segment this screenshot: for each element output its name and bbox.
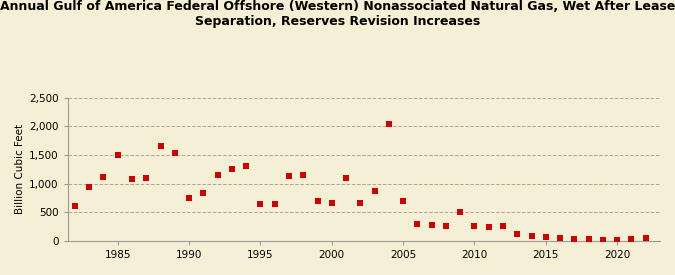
Point [155, 144, 166, 149]
Point [641, 236, 651, 240]
Point [198, 191, 209, 195]
Point [369, 189, 380, 193]
Point [455, 210, 466, 214]
Point [383, 122, 394, 126]
Point [312, 199, 323, 203]
Point [212, 172, 223, 177]
Point [398, 199, 408, 203]
Point [112, 153, 123, 157]
Point [597, 238, 608, 242]
Point [298, 172, 308, 177]
Text: Annual Gulf of America Federal Offshore (Western) Nonassociated Natural Gas, Wet: Annual Gulf of America Federal Offshore … [0, 0, 675, 28]
Point [555, 236, 566, 240]
Point [84, 184, 95, 189]
Point [341, 176, 352, 180]
Y-axis label: Billion Cubic Feet: Billion Cubic Feet [15, 124, 25, 214]
Point [269, 202, 280, 207]
Point [227, 167, 238, 172]
Point [412, 222, 423, 227]
Point [469, 223, 480, 228]
Point [98, 175, 109, 180]
Point [612, 238, 622, 242]
Point [169, 151, 180, 156]
Point [626, 237, 637, 241]
Point [284, 174, 294, 178]
Point [569, 237, 580, 241]
Point [441, 223, 452, 228]
Point [483, 224, 494, 229]
Point [141, 176, 152, 180]
Point [327, 200, 338, 205]
Point [355, 201, 366, 205]
Point [541, 235, 551, 239]
Point [70, 204, 80, 208]
Point [512, 231, 522, 236]
Point [184, 196, 194, 200]
Point [241, 164, 252, 169]
Point [427, 223, 437, 227]
Point [255, 202, 266, 207]
Point [583, 237, 594, 241]
Point [526, 233, 537, 238]
Point [127, 177, 138, 181]
Point [497, 223, 508, 228]
